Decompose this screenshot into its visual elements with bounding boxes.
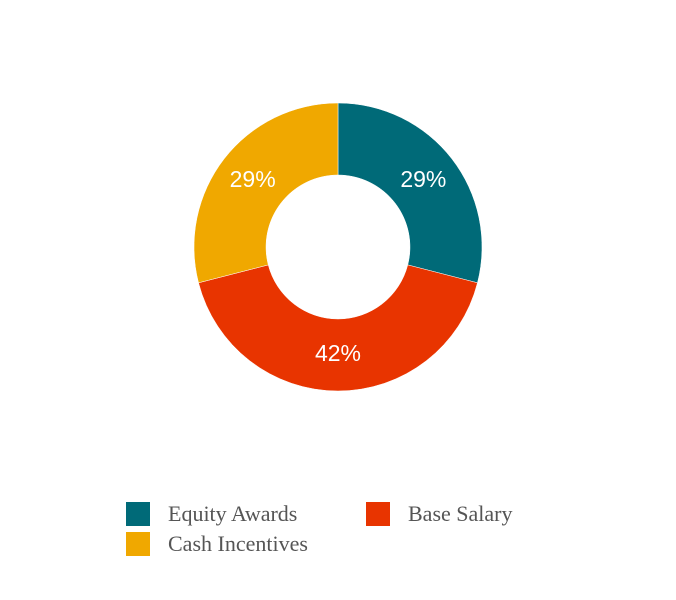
legend-label: Base Salary xyxy=(408,501,512,526)
legend-swatch xyxy=(126,502,150,526)
donut-slice xyxy=(337,102,483,284)
legend-swatch xyxy=(366,502,390,526)
donut-slice xyxy=(193,102,339,284)
donut-slice xyxy=(198,264,478,392)
data-label: 29% xyxy=(400,166,446,192)
legend-swatch xyxy=(126,532,150,556)
data-label: 29% xyxy=(230,166,276,192)
legend-label: Equity Awards xyxy=(168,501,297,526)
legend-label: Cash Incentives xyxy=(168,531,308,556)
data-label: 42% xyxy=(315,340,361,366)
